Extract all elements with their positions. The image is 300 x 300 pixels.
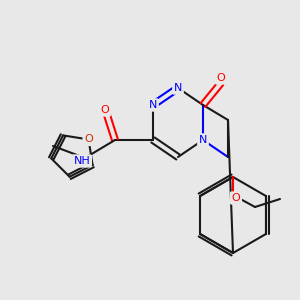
Text: N: N <box>199 135 207 145</box>
Text: O: O <box>217 73 225 83</box>
Text: NH: NH <box>74 156 90 166</box>
Text: O: O <box>100 105 109 115</box>
Text: N: N <box>149 100 157 110</box>
Text: N: N <box>174 83 182 93</box>
Text: O: O <box>232 193 240 203</box>
Text: O: O <box>84 134 93 144</box>
